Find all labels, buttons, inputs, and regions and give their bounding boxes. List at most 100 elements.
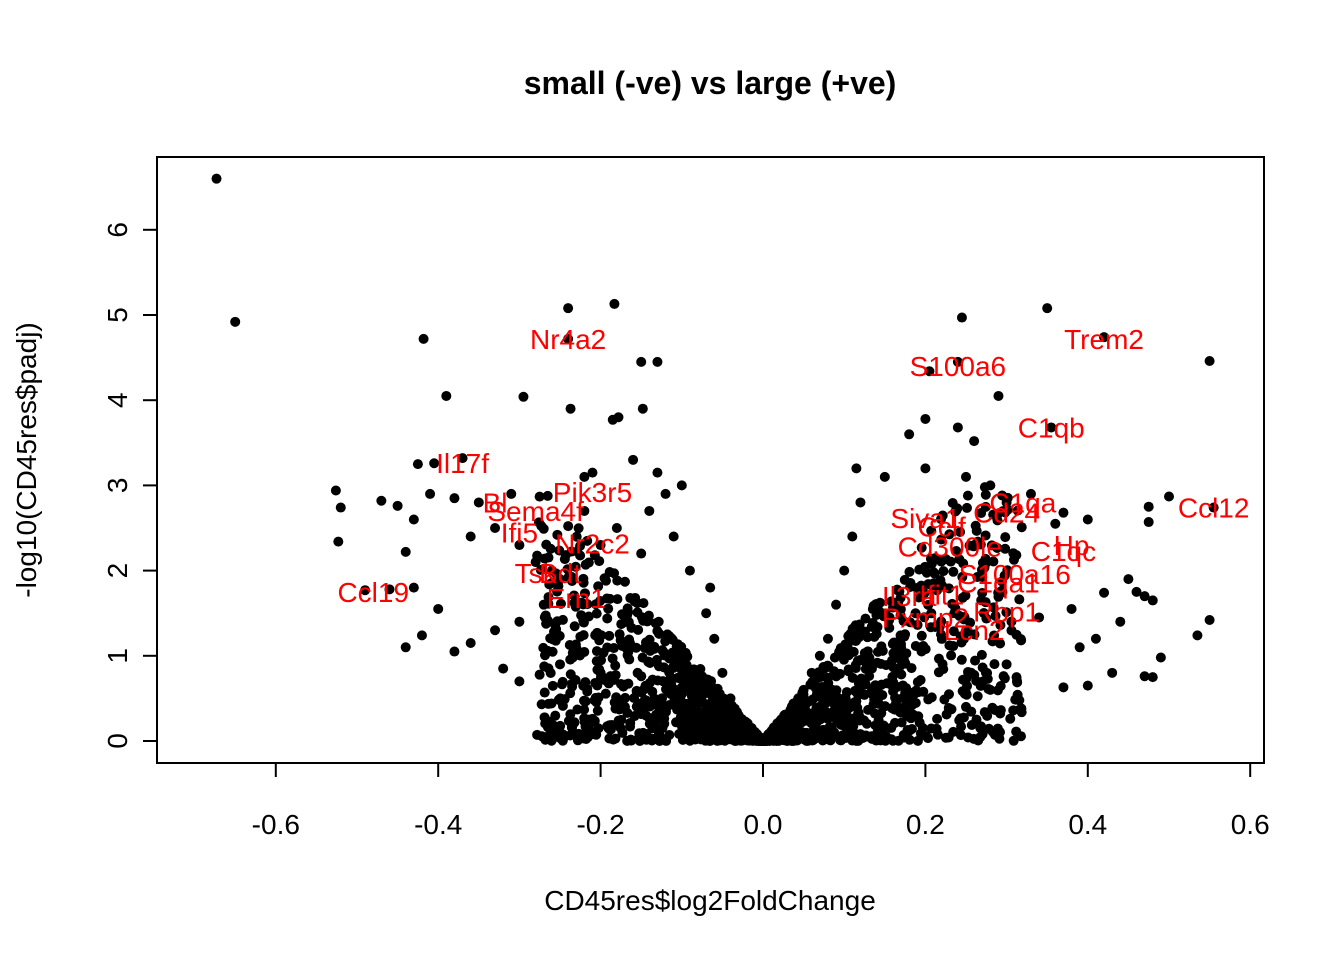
background-point [917,722,928,733]
background-point [913,592,924,603]
gene-label: Pik3r5 [553,477,632,508]
background-point [902,725,913,736]
background-point [895,604,906,615]
background-point [557,679,568,690]
background-point [843,650,854,661]
background-point [935,619,946,630]
background-point [899,574,910,585]
gene-label: Ccl19 [337,577,409,608]
background-point [802,735,813,746]
background-point [1016,731,1027,742]
data-point [530,557,541,568]
background-point [578,577,589,588]
gene-label: Pxmp2 [882,602,969,633]
gene-label: Tsk [515,558,558,589]
data-point [1208,502,1219,513]
background-point [580,696,591,707]
gene-label: Lcn2 [944,615,1005,646]
background-point [903,692,914,703]
y-tick-label: 5 [102,307,133,323]
background-point [1012,505,1023,516]
background-point [854,655,865,666]
background-point [956,654,967,665]
background-point [957,686,968,697]
gene-label: Rbp1 [973,596,1040,627]
background-point [542,490,553,501]
background-point [860,731,871,742]
background-point [594,635,605,646]
data-point [851,463,862,474]
data-point [611,523,622,533]
data-points [211,173,1219,745]
data-point [333,536,344,547]
background-point [671,655,682,666]
x-tick-label: 0.0 [744,809,783,840]
data-point [956,312,967,323]
data-point [563,303,574,314]
data-point [563,333,574,344]
background-point [543,592,554,603]
background-point [894,586,905,597]
background-point [958,712,969,723]
background-point [572,704,583,715]
background-point [578,630,589,641]
background-point [552,529,563,540]
background-point [706,730,717,741]
data-point [1143,517,1154,528]
data-point [1042,303,1053,314]
background-point [615,722,626,733]
y-axis-label: -log10(CD45res$padj) [11,322,42,597]
background-point [540,610,551,621]
data-point [628,454,639,465]
data-point [1099,332,1110,343]
background-point [651,654,662,665]
background-point [579,588,590,599]
background-point [640,680,651,691]
background-point [569,590,580,601]
background-point [546,698,557,709]
background-point [582,535,593,546]
data-point [920,463,931,474]
background-point [993,591,1004,602]
y-axis: 0 1 2 3 4 5 6 [102,222,158,749]
background-point [623,607,634,618]
x-tick-label: 0.2 [906,809,945,840]
background-point [605,724,616,735]
background-point [947,497,958,508]
gene-label: Siva1 [890,503,960,534]
background-point [950,603,961,614]
data-point [555,574,565,585]
plot-frame [156,156,1265,764]
background-point [622,707,633,718]
x-axis-label: CD45res$log2FoldChange [544,885,876,916]
background-point [989,630,1000,641]
background-point [658,646,669,657]
background-point [602,642,613,653]
background-point [617,697,628,708]
background-point [664,667,675,678]
background-point [910,608,921,619]
background-point [545,721,556,732]
background-point [734,718,745,729]
data-point [408,514,419,525]
background-point [570,561,581,572]
background-point [844,632,855,643]
background-point [569,597,580,608]
background-point [630,592,641,603]
background-point [551,624,562,635]
background-point [977,572,988,583]
background-point [539,712,550,723]
background-point [603,603,614,614]
background-point [872,621,883,632]
data-point [774,725,785,736]
background-point [859,648,870,659]
background-point [983,723,994,734]
data-point [725,693,736,704]
background-point [552,586,563,597]
background-point [697,671,708,682]
background-point [643,615,654,626]
gene-label: Bdt [539,558,581,589]
data-point [587,467,598,478]
